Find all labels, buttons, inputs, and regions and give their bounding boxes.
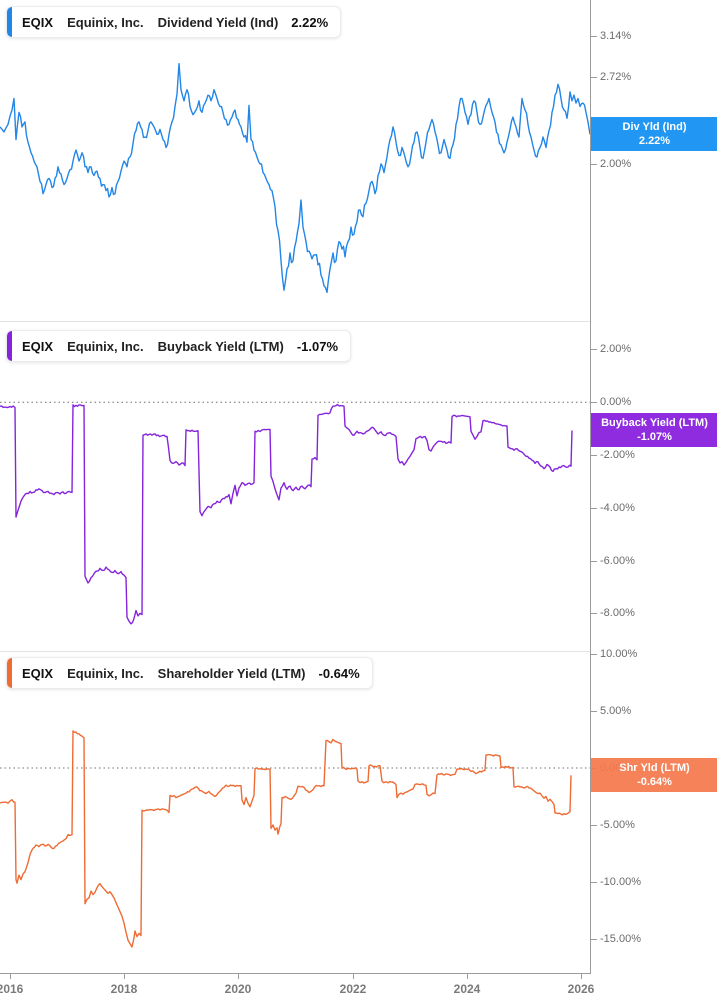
- dividend-yield-last-value-badge: Div Yld (Ind) 2.22%: [591, 117, 717, 151]
- panel-shareholder-yield: EQIX Equinix, Inc. Shareholder Yield (LT…: [0, 651, 590, 973]
- panel-buyback-yield: EQIX Equinix, Inc. Buyback Yield (LTM) -…: [0, 321, 590, 652]
- y-tick-mark: [591, 939, 597, 940]
- ticker-symbol: EQIX: [22, 665, 54, 681]
- company-name: Equinix, Inc.: [67, 338, 144, 354]
- x-tick-mark: [353, 974, 354, 979]
- y-tick-label: -8.00%: [600, 607, 635, 619]
- metric-name: Dividend Yield (Ind): [157, 14, 279, 30]
- x-axis: 2016 2018 2020 2022 2024 2026: [0, 973, 717, 1005]
- x-tick-mark: [467, 974, 468, 979]
- metric-name: Shareholder Yield (LTM): [157, 665, 306, 681]
- y-tick-label: -15.00%: [600, 933, 641, 945]
- y-tick-label: -4.00%: [600, 502, 635, 514]
- company-name: Equinix, Inc.: [67, 665, 144, 681]
- y-tick-label: 3.14%: [600, 30, 632, 42]
- legend-color-bar: [7, 331, 12, 361]
- badge-value: 2.22%: [638, 135, 671, 147]
- y-tick-mark: [591, 561, 597, 562]
- y-tick-label: 2.00%: [600, 343, 632, 355]
- y-tick-label: 5.00%: [600, 705, 632, 717]
- legend-color-bar: [7, 7, 12, 37]
- x-tick-label-year: 2024: [453, 982, 481, 996]
- badge-metric-label: Buyback Yield (LTM): [601, 416, 708, 429]
- buyback-yield-plot-area[interactable]: [0, 321, 590, 651]
- metric-value: -0.64%: [318, 665, 360, 681]
- x-tick-label-year: 2016: [0, 982, 24, 996]
- dividend-yield-line: [0, 63, 590, 294]
- x-tick-mark: [10, 974, 11, 979]
- y-tick-label: 0.00%: [600, 396, 632, 408]
- ticker-symbol: EQIX: [22, 14, 54, 30]
- badge-value: -1.07%: [637, 431, 672, 443]
- y-tick-label: -10.00%: [600, 876, 641, 888]
- x-tick-label-year: 2022: [339, 982, 367, 996]
- y-tick-mark: [591, 613, 597, 614]
- y-tick-mark: [591, 349, 597, 350]
- shareholder-yield-line: [0, 730, 572, 948]
- legend-text: EQIX Equinix, Inc. Dividend Yield (Ind) …: [12, 7, 340, 37]
- y-tick-label: -6.00%: [600, 555, 635, 567]
- right-axis-gutter: 3.14% 2.72% 2.00% Div Yld (Ind) 2.22% 2.00% 0.…: [590, 0, 717, 973]
- y-tick-mark: [591, 455, 597, 456]
- metric-value: -1.07%: [296, 338, 339, 354]
- legend-color-bar: [7, 658, 12, 688]
- y-tick-mark: [591, 654, 597, 655]
- legend-text: EQIX Equinix, Inc. Buyback Yield (LTM) -…: [12, 331, 350, 361]
- y-tick-label: 10.00%: [600, 648, 638, 660]
- x-tick-mark: [124, 974, 125, 979]
- y-tick-mark: [591, 825, 597, 826]
- legend-text: EQIX Equinix, Inc. Shareholder Yield (LT…: [12, 658, 372, 688]
- shareholder-yield-plot-area[interactable]: [0, 651, 590, 973]
- legend-buyback-yield[interactable]: EQIX Equinix, Inc. Buyback Yield (LTM) -…: [6, 330, 352, 362]
- metric-value: 2.22%: [291, 14, 329, 30]
- legend-dividend-yield[interactable]: EQIX Equinix, Inc. Dividend Yield (Ind) …: [6, 6, 342, 38]
- x-tick-mark: [238, 974, 239, 979]
- ticker-symbol: EQIX: [22, 338, 54, 354]
- badge-value: -0.64%: [637, 776, 672, 788]
- badge-metric-label: Div Yld (Ind): [622, 120, 687, 133]
- legend-shareholder-yield[interactable]: EQIX Equinix, Inc. Shareholder Yield (LT…: [6, 657, 373, 689]
- x-axis-line: [0, 973, 591, 974]
- y-tick-label: 2.72%: [600, 71, 632, 83]
- y-tick-mark: [591, 402, 597, 403]
- metric-name: Buyback Yield (LTM): [157, 338, 284, 354]
- x-tick-mark: [581, 974, 582, 979]
- y-tick-mark: [591, 36, 597, 37]
- panel-dividend-yield: EQIX Equinix, Inc. Dividend Yield (Ind) …: [0, 0, 590, 322]
- x-tick-label-year: 2026: [567, 982, 595, 996]
- buyback-yield-line: [0, 403, 573, 625]
- y-tick-mark: [591, 164, 597, 165]
- x-tick-label-year: 2020: [224, 982, 252, 996]
- y-tick-mark: [591, 882, 597, 883]
- y-tick-label: -5.00%: [600, 819, 635, 831]
- company-name: Equinix, Inc.: [67, 14, 144, 30]
- buyback-yield-last-value-badge: Buyback Yield (LTM) -1.07%: [591, 413, 717, 447]
- y-tick-mark: [591, 508, 597, 509]
- dividend-yield-plot-area[interactable]: [0, 0, 590, 321]
- y-tick-mark: [591, 77, 597, 78]
- y-tick-label: 2.00%: [600, 158, 632, 170]
- x-tick-label-year: 2018: [110, 982, 138, 996]
- badge-metric-label: Shr Yld (LTM): [619, 761, 690, 774]
- y-tick-label: -2.00%: [600, 449, 635, 461]
- y-tick-mark: [591, 711, 597, 712]
- shareholder-yield-last-value-badge: Shr Yld (LTM) -0.64%: [591, 758, 717, 792]
